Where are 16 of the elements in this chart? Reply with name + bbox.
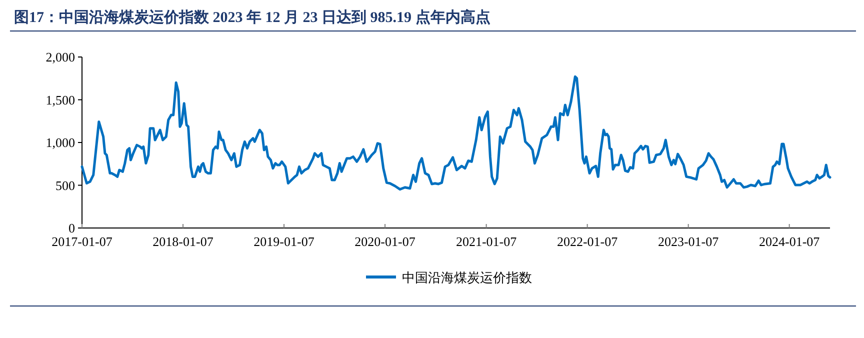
x-tick-label: 2019-01-07 [254,234,315,249]
x-tick-label: 2017-01-07 [52,234,113,249]
x-tick-label: 2023-01-07 [658,234,720,249]
y-tick-label: 1,000 [46,135,75,150]
line-series [80,75,832,191]
legend-label: 中国沿海煤炭运价指数 [402,271,532,286]
y-tick-label: 2,000 [46,50,75,64]
y-tick-label: 1,500 [46,92,75,108]
x-tick-label: 2022-01-07 [556,234,618,249]
x-tick-label: 2024-01-07 [758,234,820,249]
x-tick-label: 2020-01-07 [354,234,416,249]
chart-title: 图17：中国沿海煤炭运价指数 2023 年 12 月 23 日达到 985.19 点年内高点 [14,8,490,26]
y-tick-label: 0 [68,220,75,236]
x-tick-label: 2018-01-07 [152,234,214,249]
y-tick-label: 500 [56,178,75,193]
x-tick-label: 2021-01-07 [456,234,518,249]
